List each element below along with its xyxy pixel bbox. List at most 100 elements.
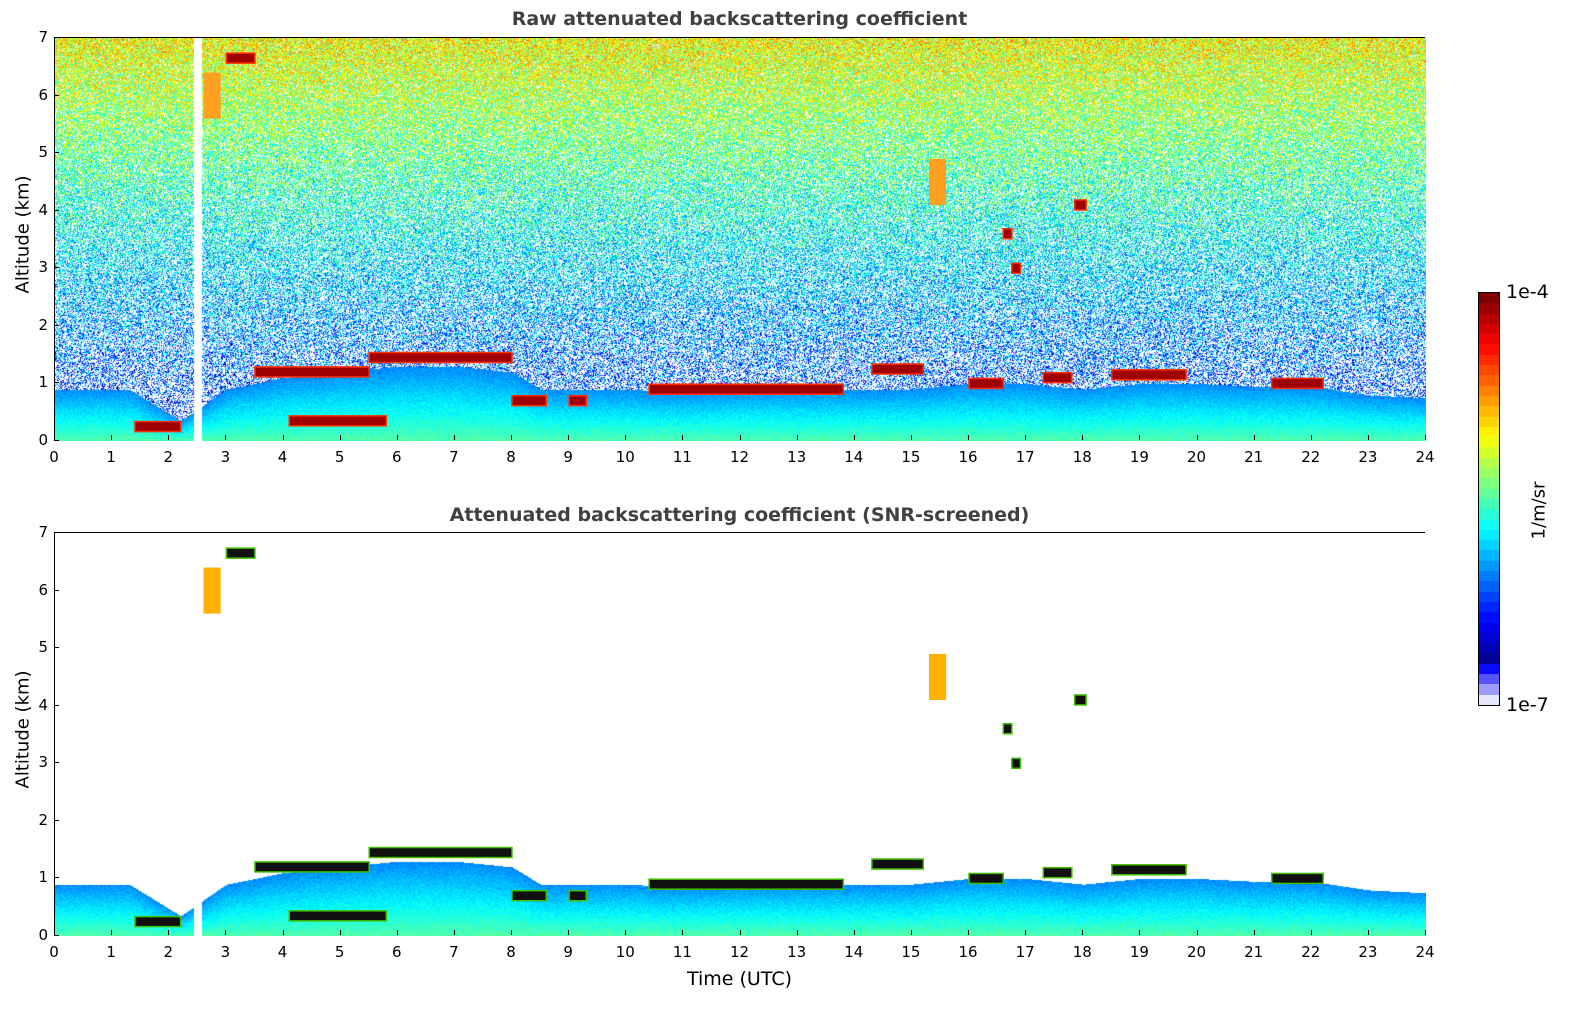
bottom-panel-title: Attenuated backscattering coefficient (S…: [449, 504, 1030, 526]
colorbar-segment: [1479, 560, 1499, 572]
x-tick-mark: [111, 930, 113, 935]
y-tick-label: 4: [38, 695, 48, 714]
y-tick-label: 1: [38, 373, 48, 392]
cloud-layer-mark: [1111, 369, 1187, 381]
cloud-layer-overlay: [134, 52, 1324, 433]
x-tick-mark: [54, 435, 55, 440]
x-tick-label: 22: [1301, 943, 1321, 961]
colorbar-segment: [1479, 663, 1499, 674]
cloud-layer-mark: [1271, 872, 1324, 885]
cloud-layer-mark: [288, 415, 388, 427]
x-tick-label: 22: [1301, 448, 1321, 466]
x-tick-label: 9: [563, 943, 573, 961]
colorbar-min-label: 1e-7: [1506, 694, 1549, 716]
y-tick-mark: [54, 382, 59, 384]
x-tick-mark: [1025, 930, 1027, 935]
x-tick-label: 19: [1129, 943, 1149, 961]
colorbar-segment: [1479, 488, 1499, 499]
x-tick-label: 20: [1186, 943, 1207, 961]
x-tick-mark: [568, 930, 570, 935]
colorbar-segment: [1479, 509, 1499, 520]
x-tick-mark: [1196, 435, 1198, 440]
x-axis-label: Time (UTC): [686, 968, 793, 990]
cloud-layer-mark: [1042, 866, 1073, 879]
cloud-layer-mark: [368, 351, 513, 364]
cloud-layer-mark: [511, 889, 548, 902]
x-tick-mark: [396, 435, 398, 440]
x-tick-label: 2: [163, 943, 174, 961]
x-tick-mark: [625, 930, 627, 935]
x-tick-mark: [1139, 435, 1141, 440]
aerosol-layer-mark: [929, 653, 947, 700]
y-tick-label: 4: [38, 200, 48, 219]
colorbar-segment: [1479, 673, 1499, 685]
y-tick-label: 7: [38, 28, 48, 46]
colorbar-segment: [1479, 385, 1499, 396]
cloud-layer-mark: [871, 363, 925, 375]
y-tick-label: 3: [38, 753, 48, 772]
y-tick-label: 5: [38, 143, 48, 162]
colorbar-segment: [1479, 323, 1499, 335]
aerosol-layer-mark: [203, 72, 221, 119]
x-tick-mark: [1139, 930, 1141, 935]
x-tick-mark: [396, 930, 398, 935]
x-tick-label: 17: [1015, 448, 1035, 466]
x-tick-mark: [1253, 930, 1255, 935]
x-tick-mark: [168, 930, 170, 935]
x-tick-mark: [453, 435, 455, 440]
x-tick-label: 24: [1415, 448, 1435, 466]
y-tick-label: 7: [38, 523, 48, 541]
x-tick-label: 0: [49, 943, 59, 961]
x-tick-label: 13: [787, 943, 807, 961]
x-tick-mark: [1310, 435, 1312, 440]
x-tick-mark: [796, 435, 798, 440]
x-tick-mark: [1082, 435, 1084, 440]
y-tick-mark: [54, 267, 59, 269]
x-tick-label: 1: [106, 943, 116, 961]
cloud-layer-mark: [1111, 864, 1187, 876]
y-tick-label: 6: [38, 85, 48, 104]
x-tick-label: 23: [1358, 943, 1378, 961]
colorbar-segment: [1479, 293, 1499, 304]
x-tick-label: 6: [391, 448, 402, 466]
x-tick-mark: [225, 930, 227, 935]
cloud-layer-mark: [1002, 227, 1013, 240]
x-tick-mark: [910, 930, 912, 935]
colorbar-segment: [1479, 581, 1499, 592]
colorbar-segment: [1479, 416, 1499, 427]
colorbar-segment: [1479, 694, 1499, 705]
colorbar-segment: [1479, 303, 1499, 314]
x-tick-label: 14: [844, 943, 864, 961]
cloud-layer-mark: [134, 420, 182, 433]
cloud-layer-mark: [568, 889, 588, 902]
y-tick-mark: [54, 935, 59, 936]
cloud-layer-mark: [1073, 694, 1087, 706]
y-tick-label: 3: [38, 258, 48, 277]
x-tick-label: 7: [449, 448, 459, 466]
x-tick-mark: [282, 435, 284, 440]
x-tick-label: 11: [672, 943, 692, 961]
aerosol-layer-mark: [203, 567, 221, 614]
x-tick-label: 24: [1415, 943, 1435, 961]
colorbar-segment: [1479, 653, 1499, 664]
y-tick-mark: [54, 704, 59, 706]
x-tick-label: 15: [901, 448, 921, 466]
colorbar-segment: [1479, 447, 1499, 458]
x-tick-label: 6: [391, 943, 402, 961]
x-tick-label: 3: [220, 448, 231, 466]
cloud-layer-mark: [368, 846, 513, 859]
y-tick-mark: [54, 589, 59, 591]
x-tick-mark: [511, 930, 512, 935]
x-tick-label: 7: [449, 943, 459, 961]
y-tick-label: 0: [38, 926, 48, 944]
x-tick-label: 8: [506, 448, 516, 466]
x-tick-label: 21: [1244, 943, 1264, 961]
x-tick-label: 5: [334, 448, 345, 466]
x-tick-mark: [282, 930, 284, 935]
colorbar-max-label: 1e-4: [1506, 281, 1549, 303]
cloud-layer-mark: [1271, 377, 1324, 390]
y-tick-mark: [54, 324, 59, 326]
top-panel-title: Raw attenuated backscattering coefficien…: [511, 8, 968, 30]
x-tick-label: 21: [1244, 448, 1264, 466]
y-tick-mark: [54, 94, 59, 96]
